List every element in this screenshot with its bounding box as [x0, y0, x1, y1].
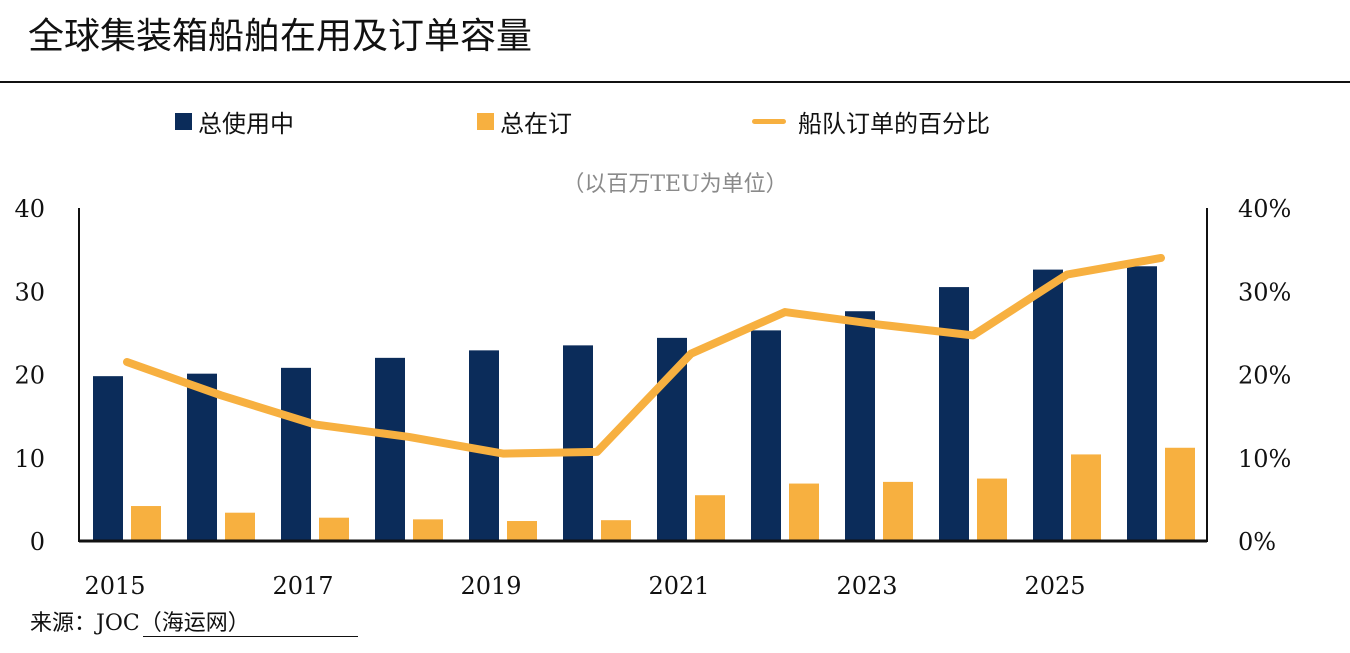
x-tick-label: 2025: [1024, 572, 1085, 600]
bar-on-order-2019: [507, 521, 537, 541]
legend-swatch-in-use: [175, 112, 192, 130]
y-left-tick-label: 30: [14, 278, 45, 306]
point-order-percent-2023: [878, 323, 880, 326]
bar-in-use-2024: [939, 287, 969, 541]
x-tick-label: 2019: [460, 572, 521, 600]
bar-on-order-2025: [1071, 454, 1101, 541]
legend-item-on-order: 总在订: [477, 104, 572, 138]
bar-in-use-2016: [187, 373, 217, 541]
legend-label-in-use: 总使用中: [198, 109, 294, 138]
title-divider: [0, 81, 1350, 83]
source-note: 来源：JOC（海运网）: [30, 611, 250, 636]
bar-on-order-2018: [413, 519, 443, 541]
point-order-percent-2021: [690, 352, 692, 355]
point-order-percent-2026: [1160, 256, 1162, 259]
bar-on-order-2016: [225, 512, 255, 541]
bar-in-use-2015: [93, 376, 123, 541]
point-order-percent-2018: [408, 435, 410, 438]
y-right-tick-label: 10%: [1238, 445, 1291, 473]
bar-on-order-2017: [319, 517, 349, 541]
legend-swatch-on-order: [477, 112, 494, 130]
y-right-tick-label: 0%: [1238, 528, 1276, 556]
bar-in-use-2023: [845, 311, 875, 541]
x-tick-label: 2021: [648, 572, 709, 600]
y-left-tick-label: 20: [14, 362, 45, 390]
x-tick-label: 2015: [84, 572, 145, 600]
x-tick-label: 2017: [272, 572, 333, 600]
point-order-percent-2019: [502, 452, 504, 455]
bar-on-order-2021: [695, 495, 725, 541]
y-right-tick-label: 40%: [1238, 195, 1291, 223]
bar-in-use-2026: [1127, 266, 1157, 541]
point-order-percent-2022: [784, 311, 786, 314]
chart-title: 全球集装箱船舶在用及订单容量: [28, 16, 533, 57]
bar-on-order-2024: [977, 478, 1007, 541]
point-order-percent-2025: [1066, 273, 1068, 276]
y-right-tick-label: 30%: [1238, 278, 1291, 306]
bar-on-order-2022: [789, 483, 819, 541]
legend-swatch-order-percent: [752, 118, 786, 124]
bar-in-use-2017: [281, 367, 311, 541]
bar-in-use-2018: [375, 357, 405, 541]
legend-label-order-percent: 船队订单的百分比: [798, 109, 990, 138]
legend-label-on-order: 总在订: [500, 109, 572, 138]
y-right-tick-label: 20%: [1238, 362, 1291, 390]
bar-in-use-2020: [563, 345, 593, 541]
bar-in-use-2025: [1033, 269, 1063, 541]
x-tick-label: 2023: [836, 572, 897, 600]
legend-item-order-percent: 船队订单的百分比: [752, 104, 990, 138]
source-underline: [143, 636, 358, 637]
point-order-percent-2016: [220, 394, 222, 397]
point-order-percent-2015: [126, 361, 128, 364]
y-left-tick-label: 0: [30, 528, 45, 556]
y-left-tick-label: 10: [14, 445, 45, 473]
legend-item-in-use: 总使用中: [175, 104, 294, 138]
y-left-tick-label: 40: [14, 195, 45, 223]
bar-on-order-2015: [131, 506, 161, 541]
bar-on-order-2023: [883, 481, 913, 541]
bar-on-order-2026: [1165, 447, 1195, 541]
chart-subtitle: （以百万TEU为单位）: [562, 172, 788, 197]
point-order-percent-2020: [596, 450, 598, 453]
point-order-percent-2017: [314, 423, 316, 426]
bar-on-order-2020: [601, 520, 631, 541]
bar-in-use-2022: [751, 330, 781, 541]
point-order-percent-2024: [972, 334, 974, 337]
line-order-percent: [123, 253, 1165, 458]
